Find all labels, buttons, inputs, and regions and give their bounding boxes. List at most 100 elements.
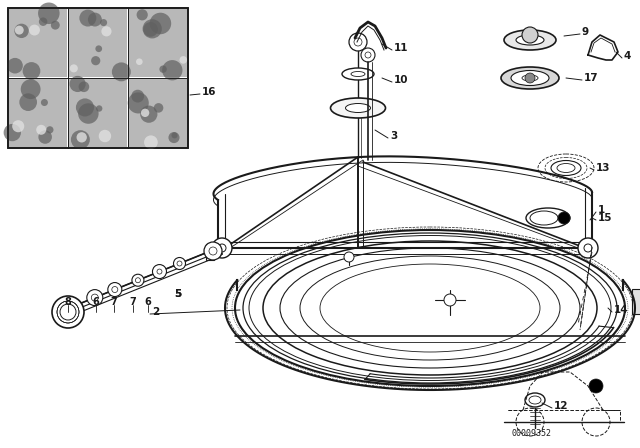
Circle shape — [558, 212, 570, 224]
Bar — [344, 265, 354, 277]
Circle shape — [70, 76, 86, 92]
Circle shape — [444, 294, 456, 306]
Circle shape — [589, 379, 603, 393]
Circle shape — [159, 65, 167, 73]
Text: 5: 5 — [174, 289, 181, 299]
Circle shape — [218, 244, 226, 252]
Ellipse shape — [525, 393, 545, 407]
Ellipse shape — [346, 103, 371, 112]
Ellipse shape — [300, 256, 560, 360]
Text: 7: 7 — [111, 297, 117, 307]
Circle shape — [131, 90, 144, 103]
Text: 11: 11 — [394, 43, 408, 53]
Text: 4: 4 — [624, 51, 632, 61]
Circle shape — [154, 103, 163, 112]
Circle shape — [212, 238, 232, 258]
Circle shape — [204, 242, 222, 260]
Circle shape — [46, 126, 54, 134]
Text: 9: 9 — [582, 27, 589, 37]
Text: 3: 3 — [390, 131, 397, 141]
Circle shape — [140, 106, 157, 123]
Circle shape — [88, 13, 102, 26]
Circle shape — [578, 238, 598, 258]
Circle shape — [76, 99, 94, 116]
Ellipse shape — [243, 233, 617, 383]
Bar — [632, 289, 640, 314]
Circle shape — [4, 124, 21, 141]
Circle shape — [150, 13, 171, 34]
Circle shape — [132, 274, 144, 286]
Text: 12: 12 — [554, 401, 568, 411]
Circle shape — [136, 9, 148, 21]
Circle shape — [87, 289, 103, 306]
Text: 5: 5 — [174, 289, 181, 299]
Polygon shape — [556, 296, 610, 325]
Bar — [69, 79, 127, 147]
Circle shape — [144, 135, 157, 149]
Circle shape — [361, 48, 375, 62]
Text: 17: 17 — [584, 73, 598, 83]
Circle shape — [173, 258, 186, 270]
Ellipse shape — [249, 236, 611, 380]
Text: 6: 6 — [93, 297, 99, 307]
Circle shape — [101, 26, 111, 36]
Ellipse shape — [235, 230, 625, 386]
Circle shape — [584, 244, 592, 252]
Circle shape — [128, 92, 148, 113]
Circle shape — [143, 19, 162, 39]
Circle shape — [180, 56, 187, 64]
Text: 2: 2 — [152, 307, 159, 317]
Circle shape — [38, 3, 60, 24]
Circle shape — [152, 265, 166, 279]
Text: 6: 6 — [145, 297, 152, 307]
Circle shape — [7, 58, 23, 73]
Circle shape — [349, 33, 367, 51]
Ellipse shape — [330, 98, 385, 118]
Text: 00009352: 00009352 — [512, 429, 552, 438]
Circle shape — [19, 93, 37, 111]
Circle shape — [525, 73, 535, 83]
Text: 1: 1 — [598, 205, 605, 215]
Ellipse shape — [320, 264, 540, 352]
Text: 8: 8 — [65, 297, 72, 307]
Circle shape — [41, 99, 48, 106]
Ellipse shape — [351, 72, 365, 77]
Ellipse shape — [280, 248, 580, 368]
Bar — [8, 8, 188, 148]
Circle shape — [582, 408, 610, 436]
Circle shape — [22, 62, 40, 80]
Bar — [129, 79, 187, 147]
Ellipse shape — [504, 30, 556, 50]
Text: 14: 14 — [614, 305, 628, 315]
Circle shape — [141, 108, 149, 117]
Ellipse shape — [501, 67, 559, 89]
Circle shape — [79, 9, 96, 26]
Circle shape — [168, 132, 180, 143]
Circle shape — [95, 45, 102, 52]
Text: 10: 10 — [394, 75, 408, 85]
Circle shape — [29, 25, 40, 35]
Text: 13: 13 — [596, 163, 611, 173]
Ellipse shape — [263, 241, 597, 375]
Circle shape — [344, 252, 354, 262]
Circle shape — [77, 132, 87, 142]
Circle shape — [71, 130, 90, 149]
Circle shape — [38, 130, 52, 144]
Ellipse shape — [342, 68, 374, 80]
Circle shape — [70, 65, 78, 73]
Bar — [340, 273, 368, 295]
Circle shape — [99, 130, 111, 142]
Text: 16: 16 — [202, 87, 216, 97]
Circle shape — [522, 27, 538, 43]
Circle shape — [112, 62, 131, 82]
Circle shape — [51, 21, 60, 30]
Circle shape — [96, 105, 102, 112]
Ellipse shape — [516, 35, 544, 45]
Circle shape — [516, 408, 544, 436]
Ellipse shape — [522, 75, 538, 81]
Bar — [69, 9, 127, 77]
Circle shape — [20, 79, 40, 99]
Circle shape — [91, 56, 100, 65]
Ellipse shape — [511, 70, 549, 86]
Bar — [129, 9, 187, 77]
